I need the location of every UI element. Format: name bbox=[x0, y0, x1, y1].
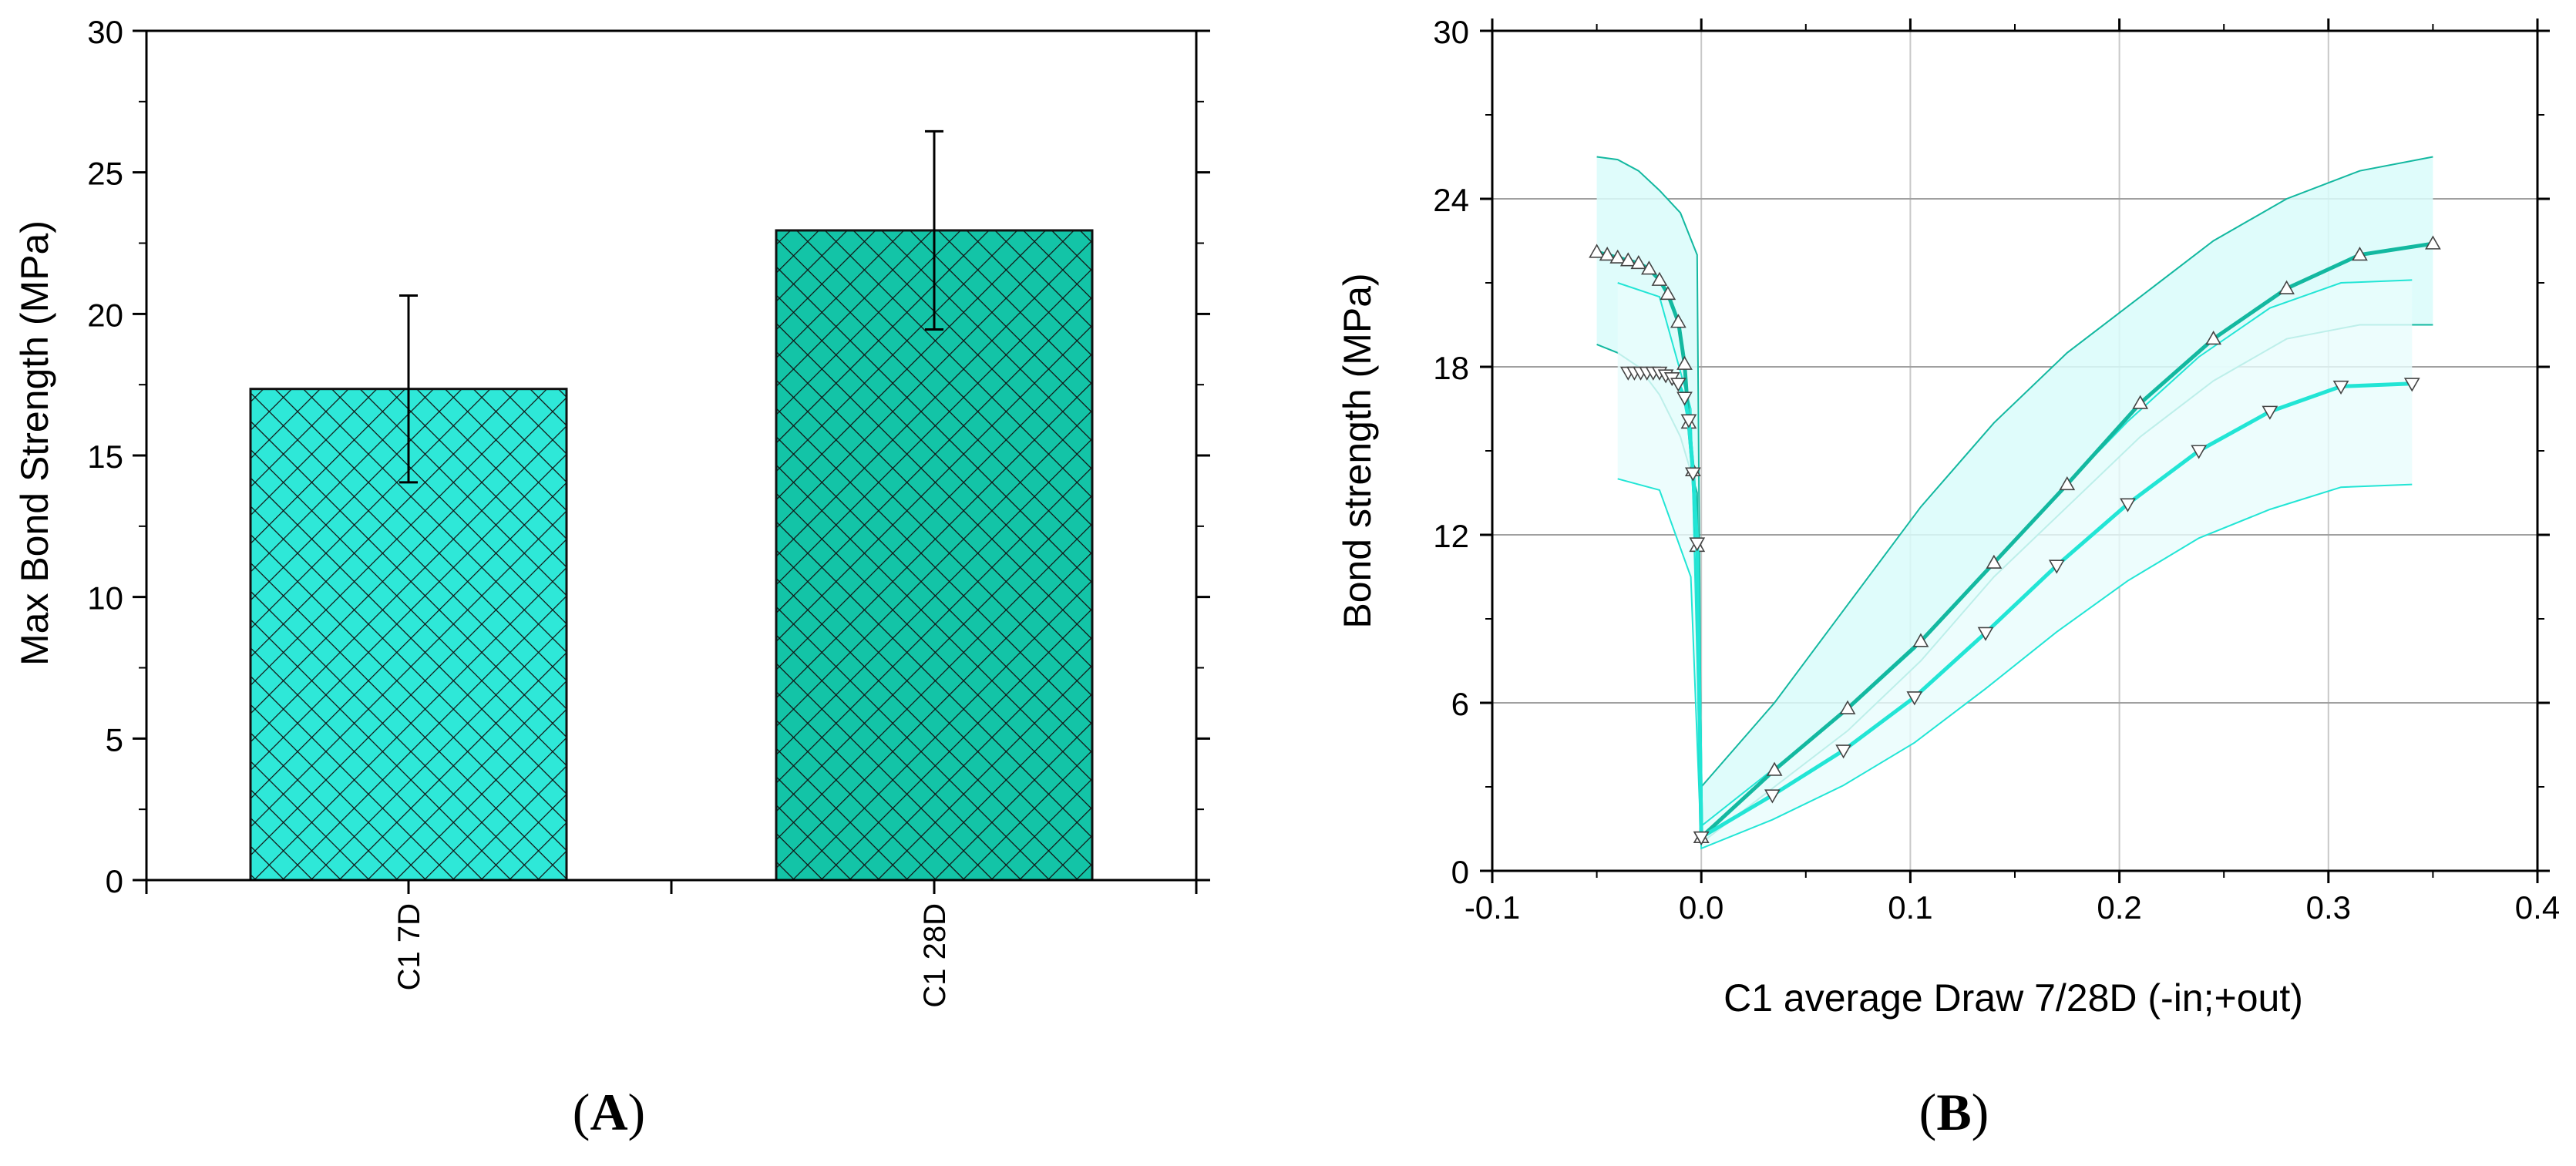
x-tick-label: 0.0 bbox=[1679, 889, 1723, 926]
x-tick-label: -0.1 bbox=[1465, 889, 1520, 926]
y-axis-label-a: Max Bond Strength (MPa) bbox=[13, 220, 56, 666]
data-point-c1-7d bbox=[2262, 405, 2278, 420]
y-tick-label: 10 bbox=[87, 580, 123, 617]
data-point-c1-7d bbox=[2120, 498, 2136, 512]
y-tick-label: 0 bbox=[106, 863, 123, 899]
data-point-c1-7d bbox=[1764, 789, 1781, 804]
x-tick-label: 0.2 bbox=[2097, 889, 2141, 926]
y-tick-label: 5 bbox=[106, 721, 123, 758]
x-tick-label: 0.3 bbox=[2306, 889, 2351, 926]
plot-area-a: 0 5 10 15 20 25 30 C1 7D C1 28D bbox=[87, 14, 1210, 1008]
data-point-c1-7d bbox=[1693, 831, 1710, 846]
x-category-label: C1 7D bbox=[392, 903, 426, 990]
x-tick-label: 0.4 bbox=[2515, 889, 2560, 926]
panel-label-b: (B) bbox=[1919, 1083, 1989, 1141]
confidence-band-7d bbox=[1617, 280, 2413, 848]
data-point-c1-28d bbox=[1766, 761, 1783, 776]
data-point-c1-7d bbox=[1670, 378, 1687, 392]
data-point-c1-7d bbox=[1906, 691, 1923, 706]
data-point-c1-28d bbox=[2352, 247, 2368, 261]
y-tick-label: 24 bbox=[1433, 182, 1469, 218]
confidence-band-28d bbox=[1596, 156, 2433, 843]
band-upper-28d bbox=[1596, 156, 2433, 789]
data-point-c1-7d bbox=[2048, 559, 2065, 574]
data-point-c1-28d bbox=[1676, 355, 1693, 370]
y-tick-label: 15 bbox=[87, 439, 123, 475]
y-tick-label: 18 bbox=[1433, 350, 1469, 386]
data-point-c1-28d bbox=[1986, 554, 2003, 569]
y-tick-label: 6 bbox=[1451, 686, 1469, 722]
y-tick-label: 30 bbox=[1433, 14, 1469, 50]
data-point-c1-7d bbox=[1689, 537, 1706, 552]
data-point-c1-28d bbox=[1651, 271, 1668, 286]
data-point-c1-7d bbox=[2191, 445, 2208, 459]
data-point-c1-28d bbox=[1589, 244, 1605, 258]
data-point-c1-7d bbox=[2403, 378, 2420, 392]
panel-label-a: (A) bbox=[573, 1083, 645, 1141]
bar-chart-a: 0 5 10 15 20 25 30 C1 7D C1 28D Max Bond Strengt… bbox=[13, 14, 1210, 1141]
data-point-c1-7d bbox=[1680, 414, 1697, 428]
data-point-c1-28d bbox=[1641, 260, 1657, 275]
data-point-c1-7d bbox=[2332, 380, 2349, 395]
data-point-c1-28d bbox=[2132, 395, 2149, 409]
data-point-c1-7d bbox=[1977, 627, 1994, 641]
line-chart-b: 0 6 12 18 24 30 -0.1 0.0 0.1 0.2 0.3 0.4 Bond stren… bbox=[1336, 14, 2560, 1141]
y-axis-label-b: Bond strength (MPa) bbox=[1336, 273, 1379, 628]
x-axis-label-b: C1 average Draw 7/28D (-in;+out) bbox=[1723, 976, 2303, 1020]
plot-area-b: 0 6 12 18 24 30 -0.1 0.0 0.1 0.2 0.3 0.4 bbox=[1433, 14, 2560, 926]
data-point-c1-28d bbox=[2205, 331, 2222, 345]
data-point-c1-28d bbox=[2278, 280, 2295, 294]
data-point-c1-28d bbox=[1609, 249, 1626, 264]
x-category-label: C1 28D bbox=[918, 903, 952, 1008]
x-tick-label: 0.1 bbox=[1888, 889, 1932, 926]
data-point-c1-28d bbox=[1599, 247, 1616, 261]
data-point-c1-7d bbox=[1676, 391, 1693, 406]
data-point-c1-28d bbox=[1630, 254, 1647, 270]
y-tick-label: 30 bbox=[87, 14, 123, 50]
data-point-c1-28d bbox=[2059, 475, 2076, 491]
data-point-c1-28d bbox=[1619, 252, 1636, 267]
data-point-c1-28d bbox=[1660, 285, 1676, 301]
data-point-c1-28d bbox=[1839, 700, 1856, 714]
data-point-c1-28d bbox=[1912, 633, 1929, 647]
data-point-c1-7d bbox=[1835, 744, 1851, 759]
data-point-c1-28d bbox=[1670, 314, 1687, 328]
y-tick-label: 25 bbox=[87, 156, 123, 192]
y-tick-label: 20 bbox=[87, 297, 123, 333]
data-point-c1-7d bbox=[1684, 467, 1701, 482]
data-point-c1-28d bbox=[2425, 235, 2441, 250]
band-lower-7d bbox=[1617, 478, 2413, 850]
y-tick-label: 0 bbox=[1451, 854, 1469, 890]
y-tick-label: 12 bbox=[1433, 518, 1469, 554]
